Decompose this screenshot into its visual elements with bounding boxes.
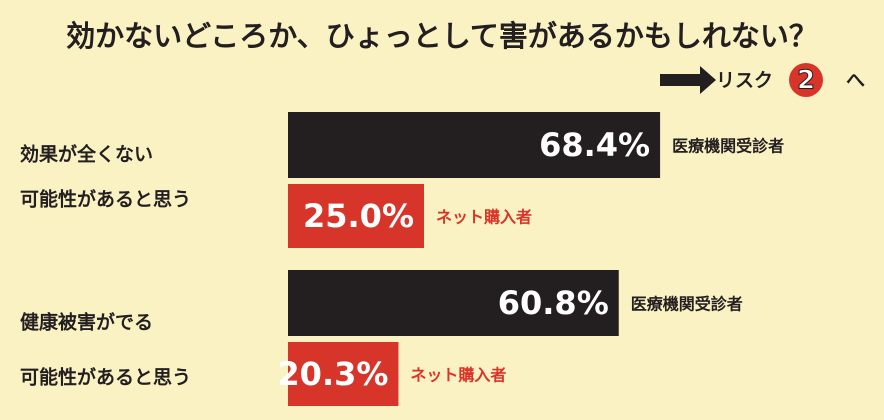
annotation-text: へ [846, 70, 865, 92]
bar [288, 184, 424, 248]
chart-title: 効かないどころか、ひょっとして害があるかもしれない？ [66, 19, 818, 53]
bar [288, 270, 619, 336]
category-label: 効果が全くない [20, 143, 153, 166]
series-label: 医療機関受診者 [672, 137, 784, 156]
arrow [660, 66, 716, 94]
series-label: ネット購入者 [410, 366, 506, 385]
badge [789, 63, 823, 97]
value-label: 25.0% [303, 197, 414, 235]
category-label: 可能性があると思う [20, 366, 191, 389]
value-label: 60.8% [498, 284, 609, 322]
annotation-number: 2 [797, 66, 815, 96]
value-label: 20.3% [277, 355, 388, 393]
series-label: 医療機関受診者 [631, 295, 743, 314]
series-label: ネット購入者 [436, 208, 532, 227]
category-label: 健康被害がでる [20, 311, 153, 334]
category-label: 可能性があると思う [20, 188, 191, 211]
bar [288, 112, 661, 178]
bar [288, 342, 399, 406]
annotation-text: リスク [716, 70, 773, 92]
value-label: 68.4% [539, 126, 650, 164]
